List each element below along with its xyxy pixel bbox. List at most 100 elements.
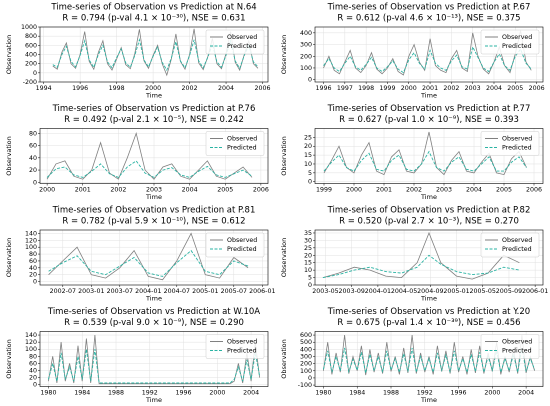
y-tick-label: 10 [304,267,312,274]
chart-subtitle: R = 0.782 (p-val 5.9 × 10⁻¹⁰), NSE = 0.6… [62,217,245,227]
x-axis-label: Time [145,295,162,303]
x-tick-label: 2004-07 [164,288,190,295]
x-tick-label: 2000 [346,187,362,194]
y-tick-label: 60 [29,258,37,265]
x-tick-label: 1984 [349,390,365,397]
y-tick-label: -200 [23,79,37,86]
x-tick-label: 2006-01 [249,288,275,295]
y-axis-label: Observation [5,35,13,75]
x-tick-label: 2004 [218,85,234,92]
x-axis-label: Time [420,193,437,201]
x-tick-label: 2003 [436,187,452,194]
x-tick-label: 2004 [466,187,482,194]
legend-label: Predicted [502,43,532,50]
legend-label: Predicted [227,348,257,355]
x-axis-label: Time [420,396,437,404]
y-axis-label: Observation [280,136,288,176]
chart-title: Time-series of Observation vs Prediction… [50,3,256,13]
x-tick-label: 2000 [401,85,417,92]
x-tick-label: 1980 [315,390,331,397]
chart-subtitle: R = 0.794 (p-val 4.1 × 10⁻³⁰), NSE = 0.6… [62,14,245,24]
x-tick-label: 1994 [36,85,52,92]
chart-title: Time-series of Observation vs Prediction… [52,104,256,114]
x-tick-label: 2006 [529,85,545,92]
x-tick-label: 2005-05 [470,288,496,295]
y-tick-label: 60 [29,143,37,150]
y-tick-label: 5 [308,170,312,177]
y-axis-label: Observation [5,136,13,176]
y-tick-label: 40 [29,265,37,272]
legend-box [480,131,540,156]
x-axis-label: Time [145,193,162,201]
chart-title: Time-series of Observation vs Prediction… [327,307,530,317]
y-tick-label: 40 [29,155,37,162]
y-tick-label: 0 [33,279,37,286]
x-tick-label: 2002 [110,187,126,194]
series-line [46,132,253,180]
y-tick-label: 100 [300,368,312,375]
y-tick-label: 400 [25,52,37,59]
x-tick-label: 2005 [217,187,233,194]
chart-subtitle: R = 0.675 (p-val 1.4 × 10⁻³⁹), NSE = 0.4… [337,318,520,328]
x-tick-label: 2000 [145,85,161,92]
x-tick-label: 2005-09 [496,288,522,295]
legend-box [205,334,265,359]
x-tick-label: 1992 [417,390,433,397]
y-tick-label: 25 [304,245,312,252]
x-tick-label: 2000 [484,390,500,397]
y-tick-label: 500 [300,339,312,346]
axes-frame [39,128,269,184]
legend-label: Observed [227,136,257,143]
x-tick-label: 1980 [40,390,56,397]
y-tick-label: 600 [300,332,312,339]
x-tick-label: 2001 [376,187,392,194]
y-tick-label: 100 [300,65,312,72]
legend-label: Predicted [502,348,532,355]
legend-label: Observed [502,34,532,41]
series-line [52,28,259,77]
legend-box [205,232,265,258]
y-tick-label: 80 [29,353,37,360]
x-axis-label: Time [145,396,162,404]
x-tick-label: 2003-07 [107,288,133,295]
x-tick-label: 2004 [486,85,502,92]
series-line [48,334,260,385]
legend-label: Observed [502,237,532,244]
y-tick-label: 80 [29,251,37,258]
y-tick-label: 0 [308,375,312,382]
y-tick-label: 60 [29,360,37,367]
y-tick-label: 15 [304,260,312,267]
x-tick-label: 2005-07 [221,288,247,295]
y-tick-label: 400 [300,346,312,353]
series-line [48,232,249,281]
x-tick-label: 2006 [253,187,269,194]
y-tick-label: 0 [308,179,312,186]
legend-label: Predicted [502,145,532,152]
legend-label: Observed [502,136,532,143]
chart-title: Time-series of Observation vs Prediction… [327,206,531,216]
x-tick-label: 2004-01 [135,288,161,295]
y-axis-label: Observation [5,339,13,379]
y-tick-label: 20 [29,375,37,382]
axes-frame [39,331,269,387]
legend-label: Observed [227,237,257,244]
axes-frame [314,331,544,387]
legend-label: Observed [502,339,532,346]
x-tick-label: 1997 [337,85,353,92]
x-tick-label: 2005-01 [192,288,218,295]
y-tick-label: 40 [29,368,37,375]
x-tick-label: 2002 [406,187,422,194]
x-tick-label: 2006 [526,187,542,194]
x-tick-label: 2005 [507,85,523,92]
y-tick-label: 300 [300,42,312,49]
x-tick-label: 1988 [383,390,399,397]
y-tick-label: 30 [304,237,312,244]
legend-box [480,334,540,359]
series-line [52,38,259,72]
chart-title: Time-series of Observation vs Prediction… [327,104,531,114]
y-axis-label: Observation [280,339,288,379]
legend-box [205,131,265,156]
series-line [323,150,527,172]
y-tick-label: 0 [33,179,37,186]
y-tick-label: 120 [25,339,37,346]
